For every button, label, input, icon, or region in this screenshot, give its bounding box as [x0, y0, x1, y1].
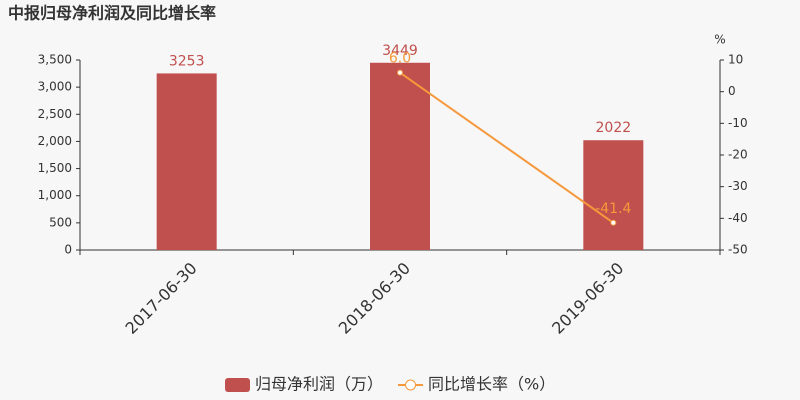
y2-tick-label: 0 [728, 84, 736, 98]
bar [156, 73, 217, 250]
y-tick-label: 1,500 [38, 161, 72, 175]
line-value-label: 6.0 [389, 51, 411, 67]
y-tick-label: 2,500 [38, 107, 72, 121]
y2-tick-label: -10 [728, 116, 748, 130]
legend-label: 归母净利润（万） [255, 375, 383, 394]
line-point [397, 69, 403, 76]
y2-tick-label: -40 [728, 211, 748, 225]
bar [370, 62, 430, 250]
line-point [610, 219, 617, 226]
legend-swatch [405, 379, 417, 391]
bar-value-label: 2022 [596, 120, 632, 136]
x-tick-label: 2018-06-30 [335, 259, 414, 338]
y-tick-label: 3,000 [38, 80, 72, 94]
legend-label: 同比增长率（%） [428, 375, 555, 394]
y2-axis-label: % [714, 33, 725, 47]
y2-tick-label: -30 [728, 179, 748, 193]
line [399, 71, 614, 224]
legend-swatch [225, 378, 250, 392]
y-tick-label: 500 [49, 215, 72, 229]
line-value-label: -41.4 [595, 201, 631, 217]
bar-value-label: 3449 [382, 43, 418, 59]
y2-tick-label: -50 [728, 243, 748, 257]
bar-value-label: 3253 [169, 53, 205, 69]
chart-title: 中报归母净利润及同比增长率 [8, 4, 216, 23]
y-tick-label: 2,000 [38, 134, 72, 148]
bar [583, 140, 644, 250]
y2-tick-label: -20 [728, 148, 748, 162]
y-tick-label: 0 [64, 243, 72, 257]
y2-tick-label: 10 [728, 53, 743, 67]
x-tick-label: 2017-06-30 [121, 259, 200, 338]
y-tick-label: 3,500 [38, 53, 72, 67]
x-tick-label: 2019-06-30 [548, 259, 627, 338]
y-tick-label: 1,000 [38, 188, 72, 202]
